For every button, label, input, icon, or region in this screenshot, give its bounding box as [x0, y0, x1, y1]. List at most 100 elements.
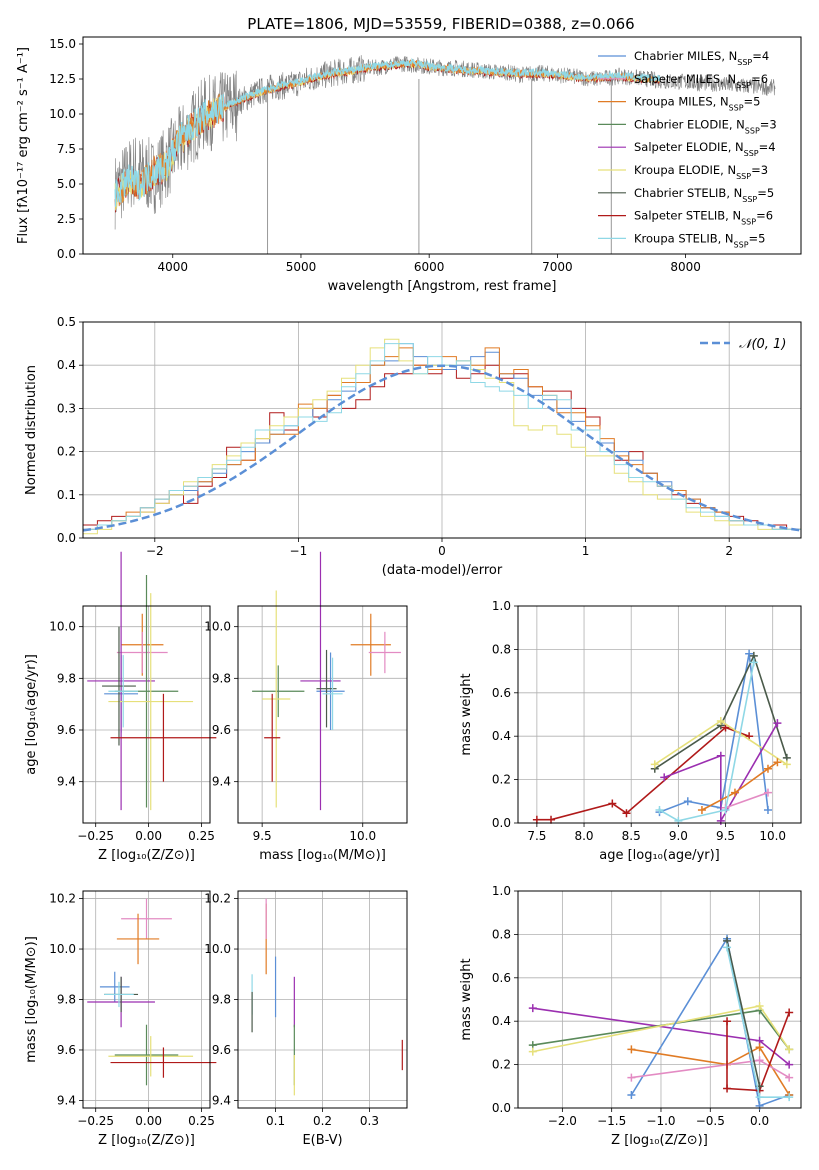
weight-point-marker [785, 1073, 794, 1082]
x-axis-label: age [log₁₀(age/yr)] [599, 848, 720, 863]
weight-point-marker [730, 788, 739, 797]
weight-point-marker [655, 805, 664, 814]
x-tick-label: 2 [725, 544, 733, 558]
y-tick-label: 0.2 [492, 773, 511, 787]
y-axis-label: mass weight [459, 958, 474, 1040]
x-tick-label: 5000 [286, 260, 317, 274]
y-tick-label: 5.0 [57, 177, 76, 191]
axes-frame [82, 36, 802, 255]
weight-point-marker [627, 1090, 636, 1099]
axes-frame [237, 605, 408, 824]
y-tick-label: 0.3 [57, 401, 76, 415]
y-tick-label: 9.4 [57, 775, 76, 789]
legend-label: Salpeter STELIB, NSSP=6 [634, 209, 773, 227]
axes-frame [517, 605, 802, 824]
axes-frame [237, 890, 408, 1109]
weight-point-marker [723, 1017, 732, 1026]
weight-point-marker [627, 1073, 636, 1082]
y-tick-label: 9.6 [212, 723, 231, 737]
x-axis-label: E(B-V) [302, 1133, 342, 1148]
weight-series-line [726, 947, 790, 1098]
spectrum-data-line [114, 55, 776, 230]
histogram-step [83, 364, 801, 530]
x-tick-label: 9.0 [669, 829, 688, 843]
spectrum-legend: Chabrier MILES, NSSP=4 Salpeter MILES, NS… [598, 49, 777, 249]
y-tick-label: 9.6 [57, 723, 76, 737]
weight-point-marker [785, 1045, 794, 1054]
age-vs-mass-panel: 9.5 10.0 9.4 9.6 9.8 10.0 mass [log₁₀(M/M⊙)] [204, 551, 408, 863]
y-tick-label: 9.4 [212, 775, 231, 789]
weight-series-line [536, 726, 750, 821]
y-tick-label: 9.8 [212, 671, 231, 685]
legend-label: Chabrier MILES, NSSP=4 [634, 49, 769, 67]
y-axis-label: Flux [fλ10⁻¹⁷ erg cm⁻² s⁻¹ A⁻¹] [16, 47, 31, 244]
x-tick-label: 4000 [157, 260, 188, 274]
y-tick-label: 10.0 [204, 620, 231, 634]
y-tick-label: 15.0 [49, 37, 76, 51]
x-tick-label: 7000 [542, 260, 573, 274]
y-tick-label: 0.4 [57, 358, 76, 372]
legend-label: Kroupa MILES, NSSP=5 [634, 95, 760, 113]
axes-frame [517, 890, 802, 1109]
y-tick-label: 10.0 [49, 942, 76, 956]
y-tick-label: 0.2 [57, 445, 76, 459]
y-tick-label: 9.4 [57, 1093, 76, 1107]
y-tick-label: 1.0 [492, 884, 511, 898]
weight-series-line [663, 722, 779, 824]
x-tick-label: 10.0 [759, 829, 786, 843]
y-tick-label: 0.0 [492, 816, 511, 830]
x-tick-label: 0.25 [188, 1114, 215, 1128]
weight-point-marker [532, 815, 541, 824]
weight-series-line [701, 761, 778, 811]
x-tick-label: −2 [146, 544, 164, 558]
y-tick-label: 9.6 [212, 1043, 231, 1057]
weight-point-marker [683, 797, 692, 806]
y-tick-label: 10.0 [204, 942, 231, 956]
y-tick-label: 0.2 [492, 1058, 511, 1072]
weight-series-line [631, 1046, 790, 1096]
x-tick-label: 8.5 [622, 829, 641, 843]
x-tick-label: 0 [438, 544, 446, 558]
y-tick-label: 0.0 [492, 1101, 511, 1115]
weight-point-marker [650, 760, 659, 769]
x-tick-label: 9.5 [253, 829, 272, 843]
weight-point-marker [716, 717, 725, 726]
weight-point-marker [755, 1043, 764, 1052]
weight-point-marker [622, 809, 631, 818]
x-tick-label: −1 [290, 544, 308, 558]
weight-point-marker [749, 658, 758, 667]
y-tick-label: 0.1 [57, 488, 76, 502]
figure-title: PLATE=1806, MJD=53559, FIBERID=0388, z=0… [247, 15, 634, 33]
mass-vs-ebv-panel: 0.1 0.2 0.3 9.4 9.6 9.8 10.0 10.2 E(B-V) [204, 890, 408, 1148]
weight-point-marker [763, 788, 772, 797]
weight-point-marker [608, 799, 617, 808]
y-axis-label: mass [log₁₀(M/M⊙)] [24, 936, 39, 1063]
x-axis-label: Z [log₁₀(Z/Z⊙)] [611, 1133, 708, 1148]
y-tick-label: 9.8 [57, 993, 76, 1007]
x-tick-label: 0.25 [188, 829, 215, 843]
x-tick-label: −0.5 [696, 1114, 725, 1128]
y-tick-label: 0.8 [492, 642, 511, 656]
y-tick-label: 0.4 [492, 1014, 511, 1028]
legend-label: Kroupa ELODIE, NSSP=3 [634, 163, 768, 181]
legend-label: Salpeter ELODIE, NSSP=4 [634, 140, 776, 158]
x-tick-label: 0.0 [750, 1114, 769, 1128]
weight-point-marker [755, 1101, 764, 1110]
spectrum-model-line [114, 57, 661, 207]
weight-point-marker [627, 1045, 636, 1054]
y-tick-label: 0.0 [57, 531, 76, 545]
weight-series-line [654, 653, 788, 770]
x-tick-label: 10.0 [349, 829, 376, 843]
x-axis-label: wavelength [Angstrom, rest frame] [328, 279, 557, 294]
x-tick-label: −0.25 [77, 1114, 114, 1128]
weight-point-marker [785, 1060, 794, 1069]
weight-point-marker [773, 719, 782, 728]
x-axis-label: mass [log₁₀(M/M⊙)] [259, 848, 386, 863]
x-tick-label: −0.25 [77, 829, 114, 843]
y-tick-label: 0.6 [492, 686, 511, 700]
x-tick-label: 1 [582, 544, 590, 558]
residuals-legend: 𝒩(0, 1) [700, 337, 786, 352]
y-tick-label: 10.2 [49, 892, 76, 906]
x-tick-label: −2.0 [548, 1114, 577, 1128]
